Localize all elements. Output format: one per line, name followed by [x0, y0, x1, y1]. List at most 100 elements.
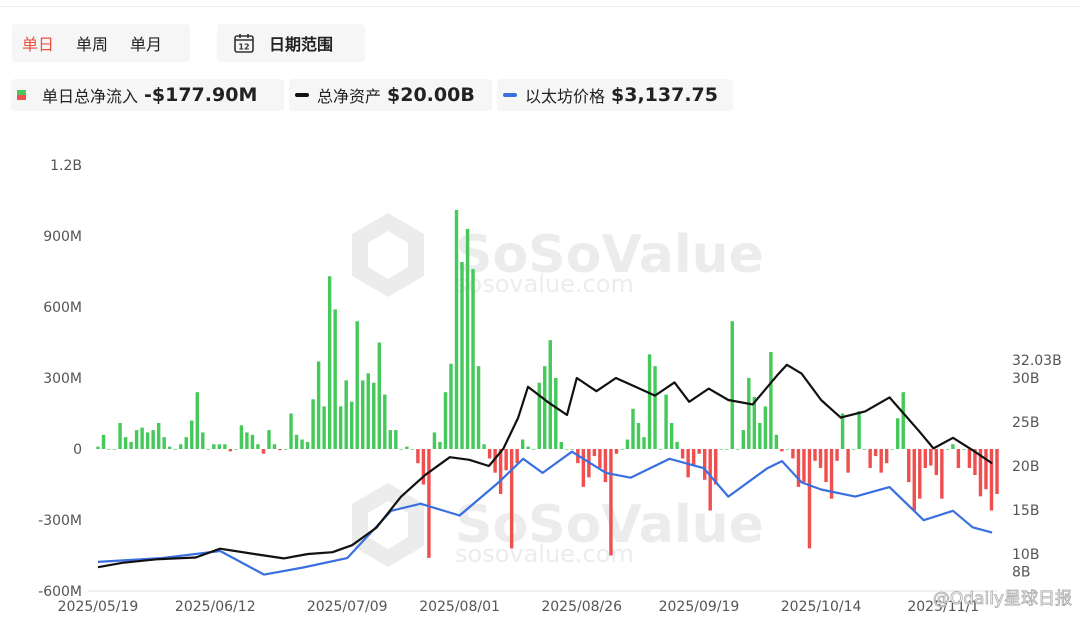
y-axis-right: 8B 10B 15B 20B 25B 30B 32.03B	[1012, 353, 1062, 580]
x-tick-label: 2025/06/12	[175, 599, 256, 615]
outflow-bar	[614, 449, 619, 454]
inflow-bar	[101, 434, 106, 449]
inflow-bar	[658, 449, 663, 450]
outflow-bar	[796, 449, 801, 487]
inflow-bar	[642, 437, 646, 449]
y-left-tick-label: 0	[73, 442, 82, 458]
inflow-bar	[217, 444, 222, 449]
inflow-bar	[311, 399, 315, 449]
inflow-bar	[631, 408, 635, 449]
outflow-bar	[697, 449, 701, 454]
outflow-bar	[609, 449, 613, 556]
inflow-bar	[355, 321, 359, 449]
inflow-bar	[647, 354, 652, 449]
outflow-bar	[598, 449, 602, 468]
inflow-bar	[112, 449, 117, 450]
inflow-bar	[862, 449, 867, 450]
inflow-bar	[179, 444, 183, 449]
inflow-bar	[840, 413, 845, 449]
y-right-tick-label: 32.03B	[1012, 353, 1062, 369]
bars-layer	[96, 209, 999, 558]
inflow-bar	[388, 430, 393, 449]
inflow-bar	[327, 276, 332, 449]
lines-layer	[97, 363, 993, 576]
outflow-bar	[978, 449, 983, 497]
inflow-bar	[570, 449, 575, 450]
outflow-bar	[592, 449, 597, 457]
inflow-bar	[123, 437, 128, 449]
y-left-tick-label: -300M	[38, 513, 82, 529]
inflow-bar	[134, 430, 139, 449]
inflow-bar	[890, 449, 894, 450]
outflow-bar	[934, 449, 939, 476]
legend-total-net-assets[interactable]: 总净资产 $20.00B	[289, 79, 492, 111]
inflow-bar	[532, 449, 536, 450]
outflow-bar	[493, 449, 497, 473]
y-left-tick-label: 300M	[43, 371, 82, 387]
y-right-tick-label: 8B	[1012, 565, 1031, 581]
inflow-bar	[167, 446, 172, 449]
x-tick-label: 2025/05/19	[58, 599, 139, 615]
inflow-bar	[239, 425, 244, 449]
inflow-bar	[460, 262, 464, 449]
inflow-bar	[344, 380, 348, 449]
outflow-bar	[912, 449, 916, 511]
tab-daily[interactable]: 单日	[22, 35, 55, 54]
outflow-bar	[967, 449, 972, 468]
inflow-bar	[725, 449, 729, 450]
inflow-bar	[476, 366, 481, 449]
outflow-bar	[487, 449, 492, 459]
outflow-bar	[956, 449, 961, 468]
inflow-bar	[201, 432, 205, 449]
tab-weekly[interactable]: 单周	[76, 35, 109, 54]
tab-monthly[interactable]: 单月	[130, 35, 163, 54]
top-divider	[0, 6, 1079, 7]
y-left-tick-label: 1.2B	[50, 158, 82, 174]
inflow-bar	[129, 441, 133, 449]
outflow-bar	[907, 449, 911, 483]
inflow-bar	[410, 449, 415, 450]
y-left-tick-label: 900M	[43, 229, 82, 245]
inflow-bar	[945, 449, 950, 450]
legend-flow-value: -$177.90M	[144, 84, 258, 106]
y-right-tick-label: 30B	[1012, 371, 1039, 387]
outflow-bar	[228, 449, 233, 452]
inflow-bar	[454, 209, 459, 449]
outflow-bar	[780, 449, 784, 452]
inflow-bar	[300, 439, 304, 449]
outflow-bar	[278, 449, 282, 451]
x-tick-label: 2025/11/1	[907, 599, 979, 615]
inflow-bar	[548, 340, 552, 449]
outflow-bar	[714, 449, 718, 485]
x-tick-label: 2025/08/26	[541, 599, 622, 615]
calendar-icon-text: 12	[238, 43, 249, 52]
inflow-bar	[322, 406, 326, 449]
inflow-bar	[289, 413, 293, 449]
inflow-bar	[151, 430, 155, 449]
inflow-bar	[675, 441, 679, 449]
x-tick-label: 2025/09/19	[659, 599, 740, 615]
inflow-bar	[405, 446, 409, 449]
sosovalue-logo-icon	[352, 213, 424, 297]
date-range-button[interactable]: 12 日期范围	[217, 24, 365, 62]
inflow-bar	[438, 441, 442, 449]
outflow-bar	[702, 449, 707, 480]
outflow-bar	[708, 449, 712, 511]
y-axis-left: -600M -300M 0 300M 600M 900M 1.2B	[38, 158, 82, 600]
inflow-bar	[901, 392, 905, 449]
inflow-bar	[747, 378, 751, 449]
inflow-bar	[383, 394, 387, 449]
inflow-bar	[140, 427, 144, 449]
legend-eth-price[interactable]: 以太坊价格 $3,137.75	[497, 79, 733, 111]
inflow-bar	[719, 449, 723, 450]
outflow-bar	[802, 449, 806, 483]
inflow-bar	[190, 420, 194, 449]
outflow-bar	[261, 449, 266, 454]
inflow-bar	[559, 441, 563, 449]
legend-daily-net-inflow[interactable]: 单日总净流入 -$177.90M	[11, 79, 284, 111]
y-left-tick-label: 600M	[43, 300, 82, 316]
outflow-bar	[427, 449, 431, 558]
outflow-bar	[884, 449, 889, 464]
inflow-bar	[399, 449, 404, 450]
